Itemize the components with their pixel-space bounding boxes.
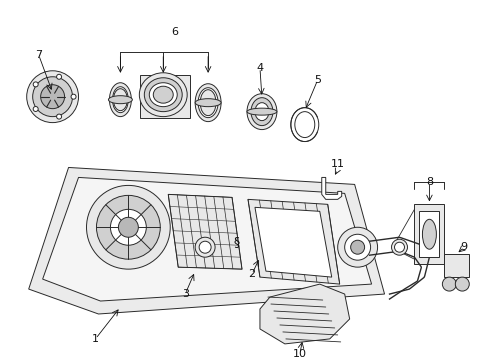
Circle shape [199, 241, 211, 253]
Circle shape [33, 82, 38, 87]
Circle shape [394, 242, 404, 252]
Text: 8: 8 [425, 177, 432, 188]
Ellipse shape [246, 94, 276, 130]
Polygon shape [260, 284, 349, 344]
Circle shape [33, 107, 38, 112]
Ellipse shape [195, 84, 221, 122]
Circle shape [110, 209, 146, 245]
Circle shape [41, 85, 64, 109]
Text: §: § [233, 235, 240, 248]
Circle shape [195, 237, 215, 257]
Circle shape [344, 234, 370, 260]
Ellipse shape [250, 98, 272, 126]
Ellipse shape [198, 88, 218, 118]
Text: 3: 3 [182, 289, 188, 299]
Circle shape [442, 277, 455, 291]
Circle shape [454, 277, 468, 291]
Ellipse shape [294, 112, 314, 138]
Ellipse shape [153, 86, 173, 103]
Ellipse shape [112, 87, 128, 113]
Circle shape [27, 71, 79, 123]
Text: 7: 7 [35, 50, 42, 60]
Circle shape [350, 240, 364, 254]
Polygon shape [321, 177, 341, 199]
Polygon shape [29, 167, 384, 314]
Text: 11: 11 [330, 159, 344, 170]
Polygon shape [42, 177, 371, 301]
Polygon shape [254, 207, 331, 277]
Ellipse shape [290, 108, 318, 141]
Ellipse shape [144, 78, 182, 112]
Ellipse shape [113, 89, 127, 111]
Text: 9: 9 [460, 242, 467, 252]
Polygon shape [247, 199, 339, 284]
Circle shape [33, 77, 72, 117]
Text: 6: 6 [171, 27, 178, 37]
Ellipse shape [149, 83, 177, 107]
Polygon shape [444, 254, 468, 277]
Polygon shape [419, 211, 439, 257]
Circle shape [71, 94, 76, 99]
Polygon shape [140, 75, 190, 118]
Ellipse shape [108, 96, 132, 104]
Ellipse shape [254, 103, 268, 121]
Ellipse shape [200, 90, 216, 116]
Text: 4: 4 [256, 63, 263, 73]
Text: 10: 10 [292, 349, 306, 359]
Ellipse shape [246, 108, 276, 115]
Circle shape [391, 239, 407, 255]
Circle shape [57, 114, 61, 119]
Ellipse shape [139, 73, 187, 117]
Polygon shape [168, 194, 242, 269]
Circle shape [96, 195, 160, 259]
Text: 5: 5 [314, 75, 321, 85]
Polygon shape [414, 204, 444, 264]
Circle shape [337, 227, 377, 267]
Circle shape [57, 74, 61, 79]
Text: 2: 2 [248, 269, 255, 279]
Circle shape [86, 185, 170, 269]
Ellipse shape [195, 99, 221, 107]
Ellipse shape [109, 83, 131, 117]
Text: 1: 1 [92, 334, 99, 344]
Circle shape [118, 217, 138, 237]
Ellipse shape [422, 219, 435, 249]
